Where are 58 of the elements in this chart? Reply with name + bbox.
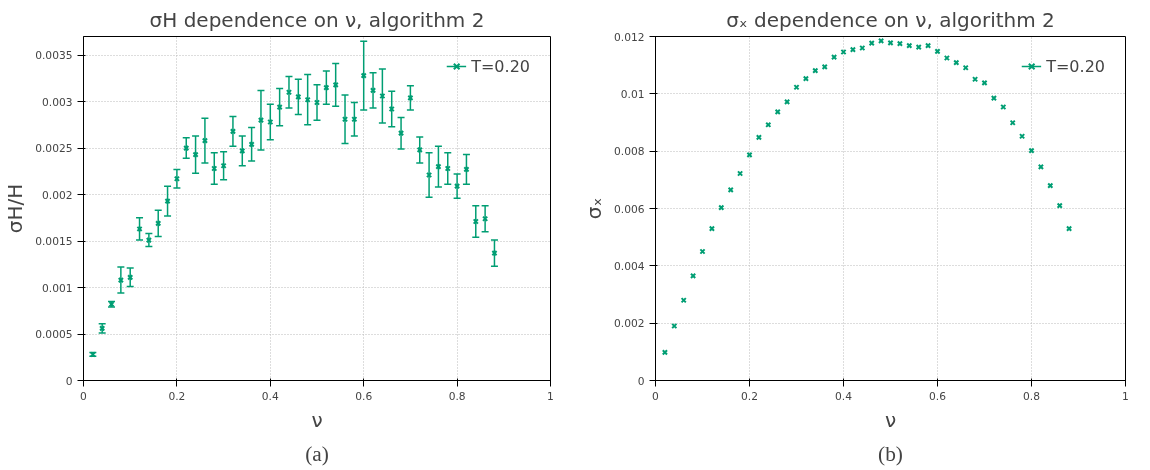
y-tick-label: 0.012 bbox=[613, 30, 645, 44]
point bbox=[990, 95, 998, 102]
y-tick-label: 0.006 bbox=[613, 202, 645, 216]
chart-title: σH dependence on ν, algorithm 2 bbox=[149, 7, 485, 32]
x-axis-title: ν bbox=[884, 407, 897, 432]
point bbox=[145, 236, 152, 244]
point bbox=[295, 93, 302, 101]
y-tick-label: 0.01 bbox=[620, 87, 645, 101]
y-tick-label: 0.0035 bbox=[35, 49, 73, 63]
chart-title: σₓ dependence on ν, algorithm 2 bbox=[726, 7, 1055, 32]
text: (b) bbox=[878, 441, 903, 466]
x-tick-label: 0 bbox=[652, 389, 660, 403]
y-axis-title: σₓ bbox=[581, 197, 606, 220]
legend-label: T=0.20 bbox=[1046, 56, 1105, 76]
point bbox=[1018, 133, 1026, 140]
point bbox=[830, 54, 838, 61]
point bbox=[173, 175, 181, 182]
x-tick-label: 0.4 bbox=[835, 389, 853, 403]
legend-label: T=0.20 bbox=[471, 56, 530, 76]
x-axis-title: ν bbox=[311, 407, 323, 432]
x-tick-label: 0.6 bbox=[929, 389, 947, 403]
point bbox=[868, 39, 875, 47]
y-tick-label: 0.0015 bbox=[35, 235, 73, 249]
y-tick-label: 0.001 bbox=[41, 281, 73, 295]
y-tick-label: 0.003 bbox=[41, 95, 73, 109]
y-tick-label: 0 bbox=[637, 374, 645, 388]
y-tick-label: 0.0025 bbox=[35, 142, 73, 156]
x-tick-label: 0.2 bbox=[168, 389, 186, 403]
point bbox=[397, 130, 405, 137]
point bbox=[117, 276, 124, 284]
x-tick-label: 0.4 bbox=[261, 389, 279, 403]
x-tick-label: 0 bbox=[80, 389, 88, 403]
y-tick-label: 0.002 bbox=[613, 317, 645, 331]
point bbox=[783, 98, 791, 105]
x-tick-label: 1 bbox=[1122, 389, 1129, 403]
x-tick-label: 0.6 bbox=[355, 389, 373, 403]
x-tick-label: 1 bbox=[547, 389, 554, 403]
x-tick-label: 0.8 bbox=[1023, 389, 1041, 403]
point bbox=[971, 76, 979, 83]
point bbox=[425, 171, 433, 179]
point bbox=[1037, 163, 1045, 171]
y-tick-label: 0 bbox=[65, 374, 73, 388]
point bbox=[877, 37, 885, 44]
x-tick-label: 0.2 bbox=[741, 389, 758, 403]
y-tick-label: 0.008 bbox=[613, 145, 645, 159]
point bbox=[257, 117, 265, 124]
point bbox=[341, 116, 349, 123]
x-tick-label: 0.8 bbox=[448, 389, 466, 403]
y-tick-label: 0.002 bbox=[41, 188, 73, 202]
point bbox=[453, 183, 461, 190]
point bbox=[482, 215, 489, 222]
y-tick-label: 0.004 bbox=[613, 259, 645, 273]
y-axis-title: σH/H bbox=[3, 183, 28, 234]
text: (a) bbox=[305, 441, 329, 466]
point bbox=[943, 54, 951, 62]
point bbox=[183, 144, 190, 152]
point bbox=[689, 272, 697, 279]
y-tick-label: 0.0005 bbox=[35, 328, 73, 342]
